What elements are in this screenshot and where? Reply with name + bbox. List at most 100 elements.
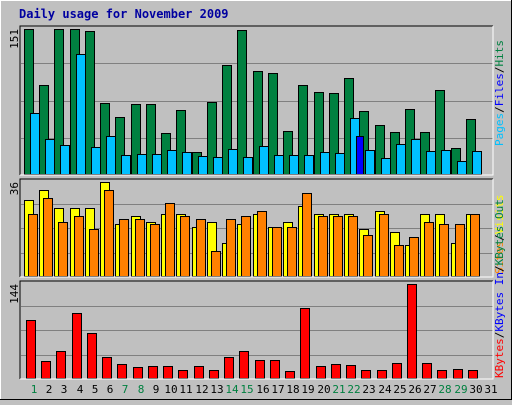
hits-bar-files-day-26 bbox=[411, 139, 421, 175]
hits-bar-files-day-21 bbox=[335, 153, 345, 175]
day-label-6: 6 bbox=[107, 383, 114, 396]
kbytes-bar-kbytes-day-8 bbox=[133, 367, 143, 379]
visits-bar-sites-day-27 bbox=[424, 222, 434, 277]
visits-bar-sites-day-20 bbox=[318, 216, 328, 277]
day-label-26: 26 bbox=[408, 383, 421, 396]
hits-bar-files-day-1 bbox=[30, 113, 40, 175]
hits-bar-files-day-10 bbox=[167, 150, 177, 175]
kbytes-bar-kbytes-day-7 bbox=[117, 364, 127, 379]
chart-title: Daily usage for November 2009 bbox=[19, 7, 229, 21]
hits-bar-files-day-9 bbox=[152, 154, 162, 175]
visits-bar-sites-day-7 bbox=[119, 219, 129, 277]
legend-separator: / bbox=[493, 332, 506, 339]
visits-bar-sites-day-6 bbox=[104, 190, 114, 277]
kbytes-bar-kbytes-day-21 bbox=[331, 364, 341, 379]
legend-separator: / bbox=[493, 67, 506, 74]
visits-bar-sites-day-25 bbox=[394, 245, 404, 277]
hits-bar-files-day-30 bbox=[472, 151, 482, 175]
hits-bar-files-day-24 bbox=[381, 158, 391, 175]
hits-bar-files-day-5 bbox=[91, 147, 101, 175]
hits-bar-files-day-23 bbox=[365, 150, 375, 175]
hits-panel-max-label: 151 bbox=[8, 29, 21, 49]
legend-separator: / bbox=[493, 234, 506, 241]
kbytes-panel-max-label: 144 bbox=[8, 284, 21, 304]
legend-visits: Visits bbox=[493, 195, 506, 235]
visits-bar-sites-day-18 bbox=[287, 227, 297, 277]
kbytes-bar-kbytes-day-27 bbox=[422, 363, 432, 379]
visits-bar-sites-day-28 bbox=[439, 224, 449, 277]
kbytes-bar-kbytes-day-10 bbox=[163, 366, 173, 379]
visits-bar-sites-day-24 bbox=[379, 214, 389, 277]
legend-sites: Sites bbox=[493, 241, 506, 274]
visits-bar-sites-day-13 bbox=[211, 251, 221, 277]
day-label-28: 28 bbox=[438, 383, 451, 396]
kbytes-bar-kbytes-day-18 bbox=[285, 371, 295, 379]
day-label-21: 21 bbox=[332, 383, 345, 396]
visits-bar-sites-day-12 bbox=[196, 219, 206, 277]
hits-bar-hits-day-15 bbox=[237, 30, 247, 175]
hits-bar-files-day-3 bbox=[60, 145, 70, 175]
legend-files: Files bbox=[493, 73, 506, 106]
hits-bar-files-day-18 bbox=[289, 155, 299, 175]
visits-bar-sites-day-3 bbox=[58, 222, 68, 277]
kbytes-bar-kbytes-day-9 bbox=[148, 366, 158, 379]
day-label-16: 16 bbox=[256, 383, 269, 396]
day-label-8: 8 bbox=[138, 383, 145, 396]
visits-bar-sites-day-5 bbox=[89, 229, 99, 277]
day-label-13: 13 bbox=[210, 383, 223, 396]
kbytes-bar-kbytes-day-28 bbox=[437, 370, 447, 379]
hits-bar-files-day-11 bbox=[182, 152, 192, 175]
kbytes-bar-kbytes-day-19 bbox=[300, 308, 310, 379]
day-label-25: 25 bbox=[393, 383, 406, 396]
legend-pages: Pages bbox=[493, 113, 506, 146]
kbytes-bar-kbytes-day-14 bbox=[224, 357, 234, 379]
visits-bar-sites-day-30 bbox=[470, 214, 480, 277]
day-label-14: 14 bbox=[225, 383, 239, 396]
visits-bar-sites-day-8 bbox=[135, 219, 145, 277]
day-label-29: 29 bbox=[454, 383, 467, 396]
day-label-1: 1 bbox=[31, 383, 38, 396]
day-label-9: 9 bbox=[153, 383, 160, 396]
day-label-3: 3 bbox=[61, 383, 68, 396]
hits-panel-legend: Pages/Files/Hits bbox=[493, 40, 506, 146]
kbytes-bar-kbytes-day-20 bbox=[316, 366, 326, 379]
hits-bar-files-day-6 bbox=[106, 136, 116, 175]
visits-bar-sites-day-22 bbox=[348, 216, 358, 277]
day-label-12: 12 bbox=[195, 383, 208, 396]
visits-bar-sites-day-2 bbox=[43, 198, 53, 277]
hits-bar-files-day-16 bbox=[259, 146, 269, 175]
hits-bar-files-day-20 bbox=[320, 152, 330, 175]
day-label-22: 22 bbox=[347, 383, 360, 396]
kbytes-bar-kbytes-day-30 bbox=[468, 370, 478, 379]
visits-bar-sites-day-15 bbox=[241, 216, 251, 277]
kbytes-panel-legend: KBytes/KBytes In/KBytes Out bbox=[493, 199, 506, 378]
legend-separator: / bbox=[493, 265, 506, 272]
visits-bar-sites-day-21 bbox=[333, 216, 343, 277]
legend-kbytes-in: KBytes In bbox=[493, 272, 506, 332]
kbytes-bar-kbytes-day-24 bbox=[377, 370, 387, 379]
kbytes-bar-kbytes-day-12 bbox=[194, 366, 204, 379]
kbytes-bar-kbytes-day-17 bbox=[270, 360, 280, 379]
visits-bar-sites-day-14 bbox=[226, 219, 236, 277]
day-label-2: 2 bbox=[46, 383, 53, 396]
day-label-27: 27 bbox=[423, 383, 436, 396]
visits-bar-sites-day-29 bbox=[455, 224, 465, 277]
visits-bar-sites-day-26 bbox=[409, 237, 419, 277]
kbytes-bar-kbytes-day-22 bbox=[346, 365, 356, 379]
day-label-31: 31 bbox=[484, 383, 497, 396]
hits-bar-files-day-8 bbox=[137, 154, 147, 175]
kbytes-bar-kbytes-day-1 bbox=[26, 320, 36, 379]
visits-bar-sites-day-11 bbox=[180, 216, 190, 277]
kbytes-bar-kbytes-day-23 bbox=[361, 370, 371, 379]
kbytes-bar-kbytes-day-15 bbox=[239, 351, 249, 379]
hits-bar-files-day-27 bbox=[426, 151, 436, 175]
legend-hits: Hits bbox=[493, 40, 506, 67]
hits-bar-files-day-25 bbox=[396, 144, 406, 175]
kbytes-bar-kbytes-day-5 bbox=[87, 333, 97, 379]
hits-bar-files-day-7 bbox=[121, 155, 131, 175]
kbytes-bar-kbytes-day-13 bbox=[209, 370, 219, 379]
hits-bar-files-day-12 bbox=[198, 156, 208, 175]
visits-bar-sites-day-10 bbox=[165, 203, 175, 277]
day-axis-labels: 1 2 3 4 5 6 7 8 9 10 11 12 13 14 15 16 17 18 19 20 21 22 23 24 2… bbox=[31, 383, 498, 396]
